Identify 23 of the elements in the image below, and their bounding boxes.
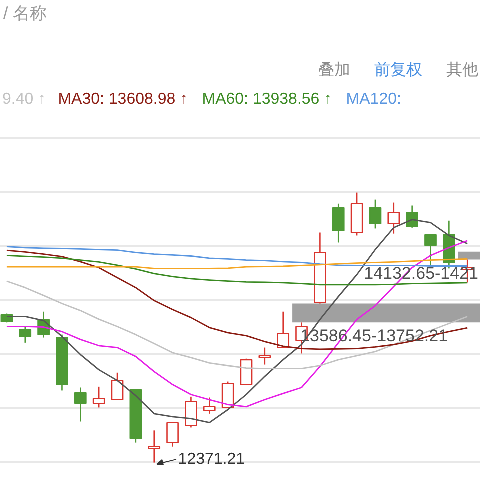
- candlestick: [369, 199, 382, 230]
- text: / 名称: [4, 4, 47, 23]
- candlestick: [111, 372, 124, 401]
- candlestick: [92, 386, 106, 408]
- text: MA60: 13938.56 ↑: [202, 91, 332, 108]
- candlestick: [406, 205, 418, 229]
- candlestick: [148, 430, 161, 464]
- annotation: 12371.21: [178, 450, 246, 468]
- candlestick: [277, 311, 290, 348]
- text: 前复权: [374, 61, 422, 79]
- text: 其他: [446, 61, 478, 79]
- candlestick: [166, 422, 179, 448]
- candlestick: [258, 347, 272, 366]
- text: MA120:: [346, 91, 402, 108]
- candlestick: [332, 203, 345, 244]
- candlestick: [74, 387, 87, 422]
- text: 叠加: [318, 61, 350, 79]
- text: 9.40 ↑: [2, 91, 46, 108]
- candlestick: [388, 202, 400, 234]
- text: MA30: 13608.98 ↑: [58, 91, 188, 108]
- candlestick: [203, 397, 216, 415]
- candlestick: [19, 326, 32, 344]
- candlestick: [424, 234, 437, 268]
